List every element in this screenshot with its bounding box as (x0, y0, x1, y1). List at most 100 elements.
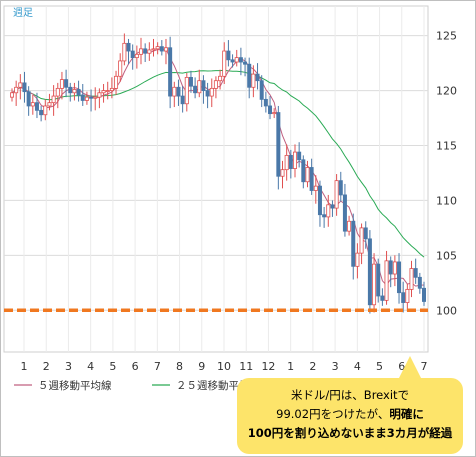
candle-body (376, 263, 381, 297)
y-axis: 100 105 110 115 120 125 (436, 30, 457, 318)
candle-body (268, 105, 273, 115)
x-tick-label: 1 (21, 360, 28, 373)
candle-body (392, 261, 397, 275)
y-tick-label: 105 (436, 249, 457, 262)
candle-body (122, 42, 127, 62)
candle-body (30, 102, 35, 107)
x-tick-label: 4 (87, 360, 94, 373)
candle-body (76, 89, 81, 96)
candle-body (218, 75, 223, 82)
candle-body (72, 89, 77, 94)
candle-body (143, 48, 148, 54)
candle-body (372, 263, 377, 306)
callout-line-3: 100円を割り込めないまま3カ月が経過 (247, 426, 453, 440)
candle-body (226, 50, 231, 61)
candle-body (47, 102, 52, 107)
candle-body (139, 48, 144, 55)
x-tick-label: 6 (132, 360, 139, 373)
callout-line-2: 99.02円をつけたが、明確に (237, 405, 463, 424)
y-tick-label: 115 (436, 139, 457, 152)
candle-body (151, 48, 156, 51)
candle-body (18, 82, 23, 88)
candle-body (118, 60, 123, 77)
x-tick-label: 12 (261, 360, 275, 373)
candle-body (147, 49, 152, 54)
candle-body (163, 47, 168, 52)
candle-body (109, 87, 114, 91)
candle-body (238, 57, 243, 63)
candle-body (347, 220, 352, 232)
candle-body (276, 112, 281, 177)
candle-body (172, 86, 177, 97)
ma25-layer (11, 69, 425, 258)
candle-body (301, 159, 306, 183)
x-tick-label: 11 (239, 360, 253, 373)
candle-body (263, 98, 268, 107)
candle-body (201, 80, 206, 91)
callout-line-2a: 99.02円をつけたが、 (276, 407, 390, 421)
x-tick-label: 5 (376, 360, 383, 373)
candle-body (351, 220, 356, 267)
candle-body (180, 95, 185, 105)
candle-body (292, 151, 297, 169)
candle-layer (9, 33, 426, 314)
candle-body (334, 180, 339, 209)
x-tick-label: 3 (332, 360, 339, 373)
candle-body (288, 154, 293, 169)
candle-body (22, 82, 27, 93)
candle-body (34, 102, 39, 111)
candle-body (317, 185, 322, 216)
period-label: 週足 (13, 7, 33, 19)
y-tick-label: 125 (436, 30, 457, 43)
candle-body (363, 227, 368, 240)
x-tick-label: 5 (109, 360, 116, 373)
candle-body (39, 109, 44, 116)
ma5-layer (11, 48, 425, 287)
candle-body (421, 287, 426, 302)
candle-body (355, 252, 360, 267)
candle-body (342, 194, 347, 232)
x-tick-label: 4 (354, 360, 361, 373)
candle-body (326, 204, 331, 218)
ma5-line (11, 48, 425, 287)
candle-body (80, 94, 85, 101)
candle-body (105, 90, 110, 92)
candle-body (134, 53, 139, 59)
candle-body (84, 96, 89, 101)
x-tick-label: 3 (65, 360, 72, 373)
candle-body (359, 227, 364, 254)
y-tick-label: 100 (436, 304, 457, 317)
candle-body (213, 80, 218, 89)
candle-body (384, 260, 389, 301)
candle-body (255, 73, 260, 82)
candle-body (101, 90, 106, 94)
callout-text: 米ドル/円は、Brexitで 99.02円をつけたが、明確に 100円を割り込め… (237, 386, 463, 443)
candle-body (309, 167, 314, 191)
candle-body (222, 50, 227, 77)
candle-body (272, 112, 277, 115)
y-tick-label: 120 (436, 85, 457, 98)
candle-body (43, 105, 48, 116)
candle-body (322, 214, 327, 218)
x-tick-label: 1 (287, 360, 294, 373)
candle-body (251, 73, 256, 88)
candle-body (367, 238, 372, 306)
candle-body (193, 85, 198, 94)
grid (3, 5, 429, 353)
callout-box (237, 378, 463, 454)
candle-body (209, 87, 214, 97)
candle-body (259, 80, 264, 100)
candle-body (313, 185, 318, 191)
candle-body (405, 288, 410, 303)
candle-body (280, 169, 285, 177)
candle-body (155, 46, 160, 50)
candle-body (64, 79, 69, 88)
candle-body (401, 292, 406, 303)
candle-body (168, 47, 173, 97)
candle-body (413, 268, 418, 278)
x-tick-label: 10 (217, 360, 231, 373)
x-tick-label: 7 (154, 360, 161, 373)
candle-body (159, 46, 164, 52)
candle-body (247, 63, 252, 88)
